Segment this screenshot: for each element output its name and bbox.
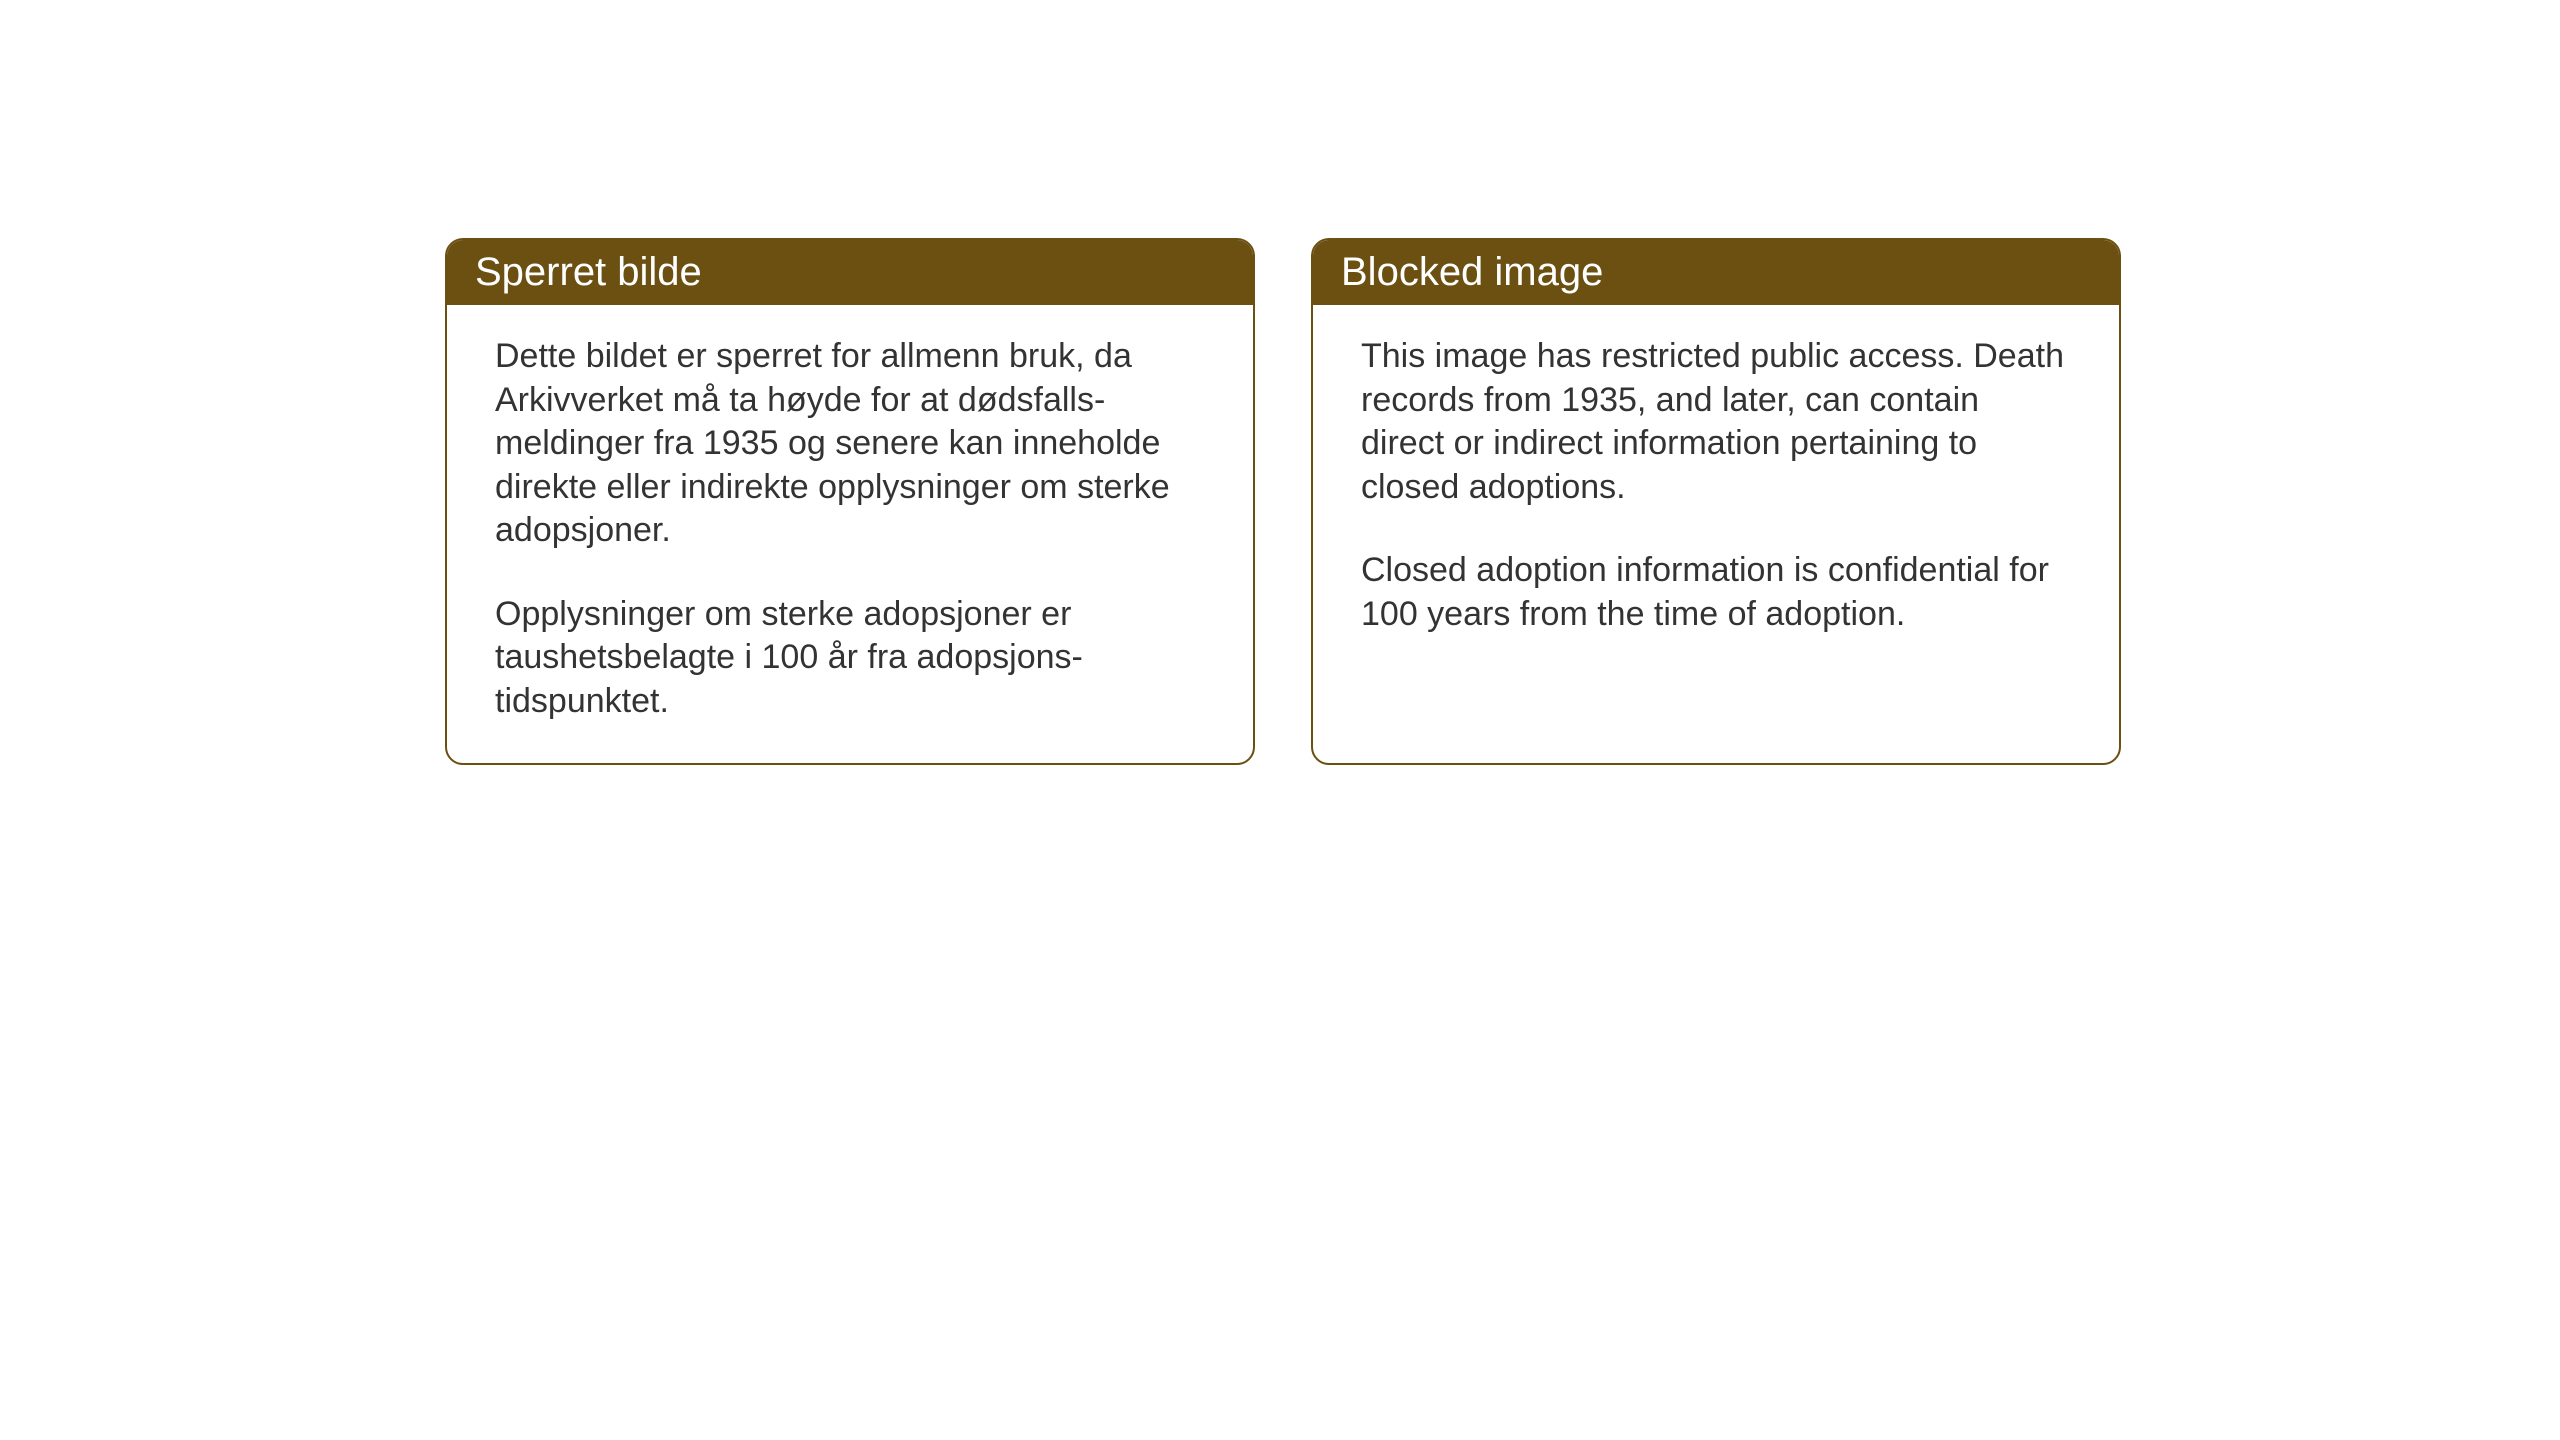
- card-body-norwegian: Dette bildet er sperret for allmenn bruk…: [447, 305, 1253, 763]
- card-paragraph-1-english: This image has restricted public access.…: [1361, 335, 2071, 509]
- notice-card-norwegian: Sperret bilde Dette bildet er sperret fo…: [445, 238, 1255, 765]
- card-body-english: This image has restricted public access.…: [1313, 305, 2119, 676]
- card-header-english: Blocked image: [1313, 240, 2119, 305]
- card-header-norwegian: Sperret bilde: [447, 240, 1253, 305]
- notice-cards-container: Sperret bilde Dette bildet er sperret fo…: [445, 238, 2121, 765]
- card-title-english: Blocked image: [1341, 250, 1603, 294]
- notice-card-english: Blocked image This image has restricted …: [1311, 238, 2121, 765]
- card-paragraph-1-norwegian: Dette bildet er sperret for allmenn bruk…: [495, 335, 1205, 553]
- card-title-norwegian: Sperret bilde: [475, 250, 702, 294]
- card-paragraph-2-norwegian: Opplysninger om sterke adopsjoner er tau…: [495, 593, 1205, 724]
- card-paragraph-2-english: Closed adoption information is confident…: [1361, 549, 2071, 636]
